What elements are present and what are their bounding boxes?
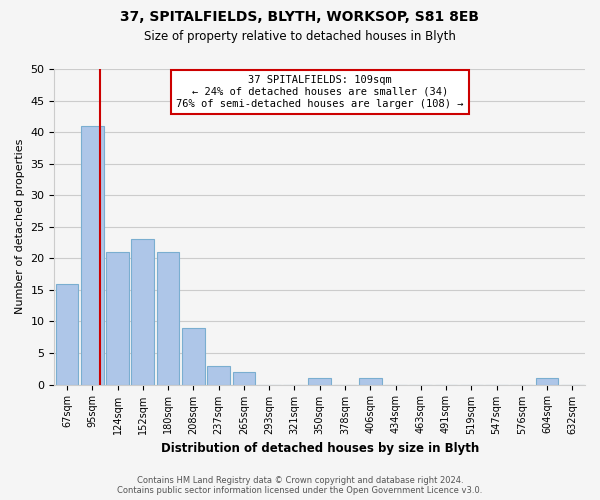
Bar: [207, 366, 230, 384]
Text: Size of property relative to detached houses in Blyth: Size of property relative to detached ho…: [144, 30, 456, 43]
Bar: [81, 126, 104, 384]
Bar: [308, 378, 331, 384]
Bar: [359, 378, 382, 384]
Bar: [56, 284, 79, 384]
Bar: [182, 328, 205, 384]
Bar: [233, 372, 255, 384]
Y-axis label: Number of detached properties: Number of detached properties: [15, 139, 25, 314]
Bar: [131, 240, 154, 384]
Text: Contains HM Land Registry data © Crown copyright and database right 2024.
Contai: Contains HM Land Registry data © Crown c…: [118, 476, 482, 495]
Bar: [157, 252, 179, 384]
Bar: [106, 252, 129, 384]
Text: 37 SPITALFIELDS: 109sqm
← 24% of detached houses are smaller (34)
76% of semi-de: 37 SPITALFIELDS: 109sqm ← 24% of detache…: [176, 76, 463, 108]
Bar: [536, 378, 559, 384]
Text: 37, SPITALFIELDS, BLYTH, WORKSOP, S81 8EB: 37, SPITALFIELDS, BLYTH, WORKSOP, S81 8E…: [121, 10, 479, 24]
X-axis label: Distribution of detached houses by size in Blyth: Distribution of detached houses by size …: [161, 442, 479, 455]
